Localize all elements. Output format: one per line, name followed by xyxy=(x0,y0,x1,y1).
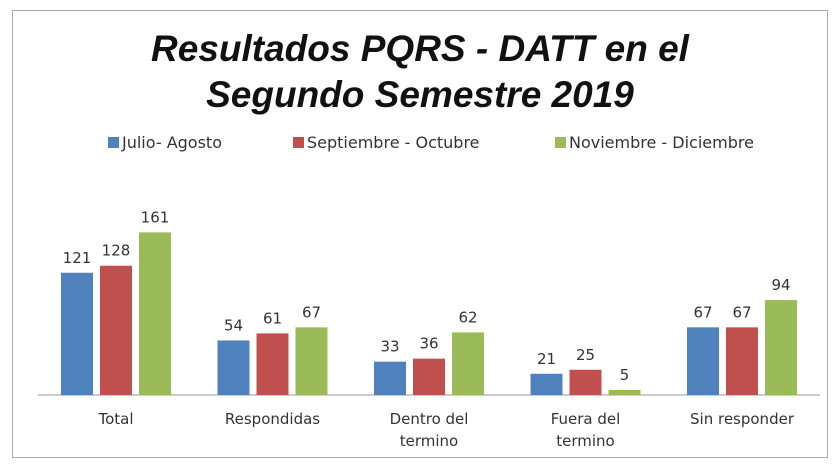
data-label: 54 xyxy=(224,316,243,334)
legend-swatch xyxy=(555,137,566,148)
bar xyxy=(569,369,602,395)
bar xyxy=(452,332,484,395)
legend-label: Septiembre - Octubre xyxy=(307,133,480,152)
bar xyxy=(100,265,132,395)
data-label: 36 xyxy=(419,335,438,353)
x-tick-label: Dentro del termino xyxy=(389,410,469,450)
legend-item: Noviembre - Diciembre xyxy=(555,133,754,152)
chart-frame xyxy=(12,10,828,458)
bar xyxy=(687,327,719,395)
bar xyxy=(61,272,93,395)
bar xyxy=(374,361,406,395)
data-label: 94 xyxy=(771,276,790,294)
chart-title: Resultados PQRS - DATT en el Segundo Sem… xyxy=(151,28,689,115)
data-label: 5 xyxy=(620,366,630,384)
bar xyxy=(765,300,797,395)
data-label: 67 xyxy=(693,303,712,321)
legend-swatch xyxy=(108,137,119,148)
data-label: 67 xyxy=(732,303,751,321)
data-label: 21 xyxy=(537,350,556,368)
bar xyxy=(530,373,563,395)
bar xyxy=(413,358,445,395)
data-label: 25 xyxy=(576,346,595,364)
bar xyxy=(139,232,171,395)
bar xyxy=(217,340,250,395)
x-tick-label: Fuera del termino xyxy=(550,410,621,450)
data-label: 128 xyxy=(102,242,131,260)
legend-label: Noviembre - Diciembre xyxy=(569,133,754,152)
bar xyxy=(295,327,328,395)
bar xyxy=(608,389,641,395)
data-label: 33 xyxy=(380,338,399,356)
legend-swatch xyxy=(293,137,304,148)
legend-item: Septiembre - Octubre xyxy=(293,133,480,152)
legend-item: Julio- Agosto xyxy=(108,133,222,152)
x-tick-label: Sin responder xyxy=(690,410,794,428)
data-label: 121 xyxy=(63,249,92,267)
data-label: 62 xyxy=(458,308,477,326)
data-label: 61 xyxy=(263,309,282,327)
legend-label: Julio- Agosto xyxy=(122,133,222,152)
x-tick-label: Respondidas xyxy=(224,410,321,428)
data-label: 67 xyxy=(302,303,321,321)
bar xyxy=(256,333,289,395)
data-label: 161 xyxy=(141,208,170,226)
bar xyxy=(726,327,758,395)
x-tick-label: Total xyxy=(98,410,134,428)
